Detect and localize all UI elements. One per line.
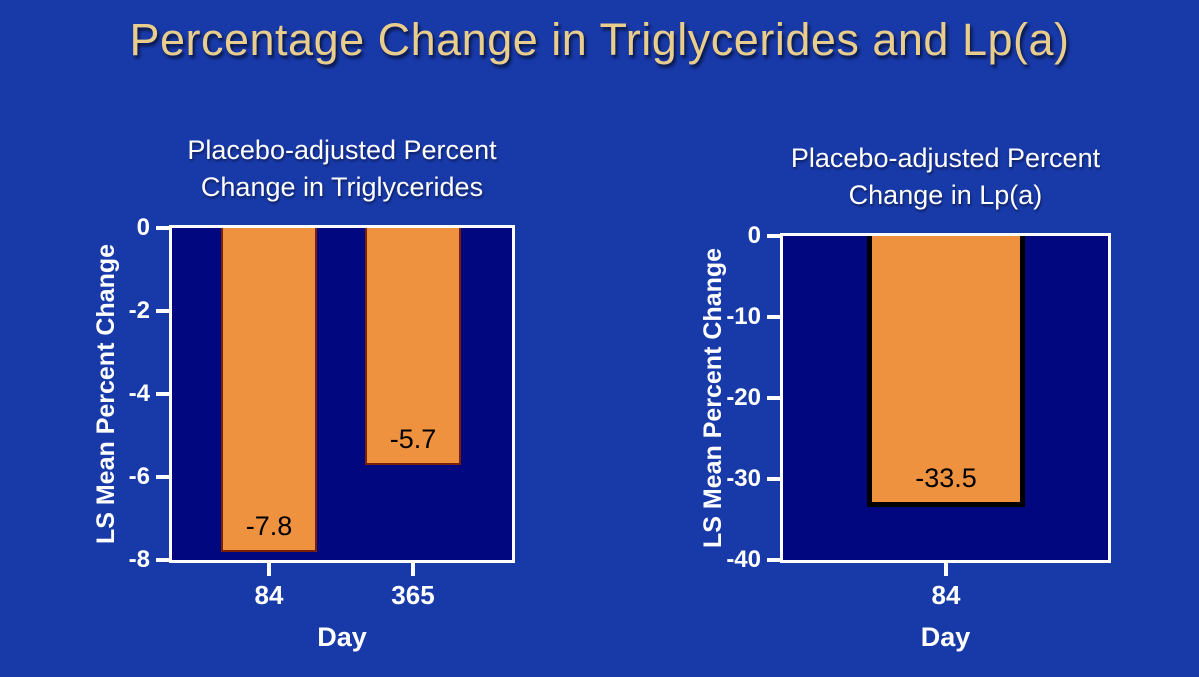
triglycerides-chart-title: Placebo-adjusted Percent Change in Trigl… — [187, 135, 497, 202]
bar-value-label: -33.5 — [915, 463, 977, 493]
lpa-chart-title: Placebo-adjusted Percent Change in Lp(a) — [790, 143, 1101, 210]
bar-day-84: -33.5 — [867, 236, 1025, 507]
bar-day-84: -7.8 — [221, 228, 317, 552]
y-tick-label: 0 — [136, 214, 150, 241]
y-tick-label: -6 — [128, 463, 150, 490]
y-tick-label: -8 — [128, 546, 150, 573]
y-tick-mark — [767, 396, 780, 400]
triglycerides-chart: Placebo-adjusted Percent Change in Trigl… — [92, 135, 515, 652]
x-tick-label: 84 — [254, 580, 284, 610]
y-tick-label: 0 — [747, 222, 761, 249]
y-tick-label: -30 — [726, 465, 761, 492]
x-tick-label: 365 — [391, 580, 435, 610]
y-tick-mark — [767, 558, 780, 562]
y-tick-label: -2 — [128, 297, 150, 324]
y-tick-mark — [767, 315, 780, 319]
y-tick-mark — [767, 234, 780, 238]
y-tick-mark — [156, 226, 169, 230]
bar-day-365: -5.7 — [365, 228, 461, 465]
y-tick-mark — [156, 392, 169, 396]
x-tick-mark — [411, 563, 415, 576]
y-tick-mark — [156, 558, 169, 562]
y-tick-label: -20 — [726, 384, 761, 411]
y-tick-label: -4 — [128, 380, 150, 407]
x-tick-label: 84 — [931, 580, 961, 610]
triglycerides-x-axis-label: Day — [317, 622, 367, 652]
y-tick-mark — [156, 309, 169, 313]
x-tick-mark — [267, 563, 271, 576]
y-tick-label: -40 — [726, 546, 761, 573]
y-tick-mark — [767, 477, 780, 481]
x-tick-mark — [944, 563, 948, 576]
lpa-x-axis-label: Day — [920, 622, 971, 652]
slide-title: Percentage Change in Triglycerides and L… — [129, 14, 1070, 65]
bar-value-label: -7.8 — [245, 511, 293, 541]
lpa-chart: Placebo-adjusted Percent Change in Lp(a)… — [699, 143, 1111, 652]
y-tick-label: -10 — [726, 303, 761, 330]
y-tick-mark — [156, 475, 169, 479]
bar-value-label: -5.7 — [389, 424, 437, 454]
